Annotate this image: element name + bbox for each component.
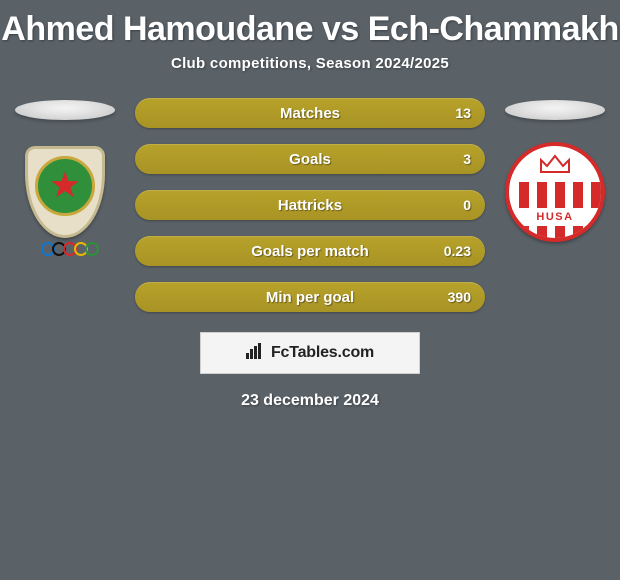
stat-right-value: 0.23 xyxy=(444,243,471,259)
stat-label: Goals xyxy=(289,151,331,168)
page-title: Ahmed Hamoudane vs Ech-Chammakh xyxy=(0,0,620,55)
left-player-platform xyxy=(15,100,115,120)
stat-label: Hattricks xyxy=(278,197,342,214)
crown-icon xyxy=(537,152,573,176)
stat-right-value: 390 xyxy=(448,289,471,305)
right-team-crest-icon: HUSA xyxy=(505,142,605,262)
stat-label: Matches xyxy=(280,105,340,122)
left-crest-wrap xyxy=(15,142,115,272)
stat-bar: Goals per match 0.23 xyxy=(135,236,485,266)
stat-label: Goals per match xyxy=(251,243,369,260)
left-team-crest-icon xyxy=(15,142,115,272)
right-crest-wrap: HUSA xyxy=(505,142,605,262)
olympic-rings-icon xyxy=(41,242,96,256)
stat-bar: Min per goal 390 xyxy=(135,282,485,312)
stat-label: Min per goal xyxy=(266,289,354,306)
stat-right-value: 0 xyxy=(463,197,471,213)
bar-chart-icon xyxy=(246,343,264,364)
stat-bar: Goals 3 xyxy=(135,144,485,174)
left-column xyxy=(15,90,115,272)
husa-band-text: HUSA xyxy=(509,208,601,226)
page-subtitle: Club competitions, Season 2024/2025 xyxy=(0,55,620,90)
comparison-row: Matches 13 Goals 3 Hattricks 0 Goals per… xyxy=(0,90,620,312)
stats-list: Matches 13 Goals 3 Hattricks 0 Goals per… xyxy=(135,90,485,312)
star-icon xyxy=(48,169,82,203)
watermark: FcTables.com xyxy=(200,332,420,374)
stat-bar: Matches 13 xyxy=(135,98,485,128)
date-text: 23 december 2024 xyxy=(0,374,620,410)
stat-right-value: 13 xyxy=(455,105,471,121)
right-player-platform xyxy=(505,100,605,120)
stat-right-value: 3 xyxy=(463,151,471,167)
right-column: HUSA xyxy=(505,90,605,262)
stat-bar: Hattricks 0 xyxy=(135,190,485,220)
watermark-text: FcTables.com xyxy=(271,344,374,362)
